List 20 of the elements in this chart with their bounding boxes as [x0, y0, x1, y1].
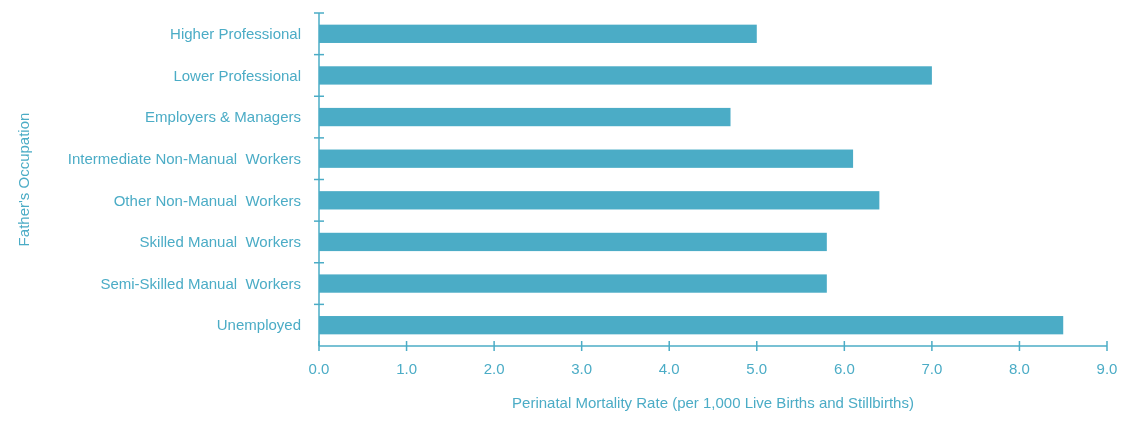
x-tick-label: 3.0	[571, 359, 593, 377]
x-tick-label: 6.0	[833, 359, 855, 377]
x-tick-label: 4.0	[658, 359, 680, 377]
y-tick-label: Lower Professional	[173, 66, 301, 84]
x-tick-label: 0.0	[308, 359, 330, 377]
y-tick-label: Higher Professional	[170, 25, 301, 43]
x-axis-title: Perinatal Mortality Rate (per 1,000 Live Births and Stillbirths)	[512, 394, 914, 411]
x-tick-label: 8.0	[1009, 359, 1030, 377]
x-tick-label: 5.0	[746, 359, 768, 377]
x-tick-label: 7.0	[921, 359, 943, 377]
y-tick-label: Skilled Manual Workers	[139, 233, 301, 251]
y-tick-label: Intermediate Non-Manual Workers	[67, 149, 301, 167]
y-tick-label: Semi-Skilled Manual Workers	[100, 274, 301, 292]
y-axis-title: Father's Occupation	[15, 112, 32, 247]
x-tick-label: 2.0	[483, 359, 505, 377]
y-tick-label: Unemployed	[216, 316, 301, 334]
y-tick-label: Employers & Managers	[145, 108, 301, 126]
x-tick-label: 1.0	[396, 359, 417, 377]
y-tick-label: Other Non-Manual Workers	[113, 191, 301, 209]
x-tick-label: 9.0	[1096, 359, 1118, 377]
